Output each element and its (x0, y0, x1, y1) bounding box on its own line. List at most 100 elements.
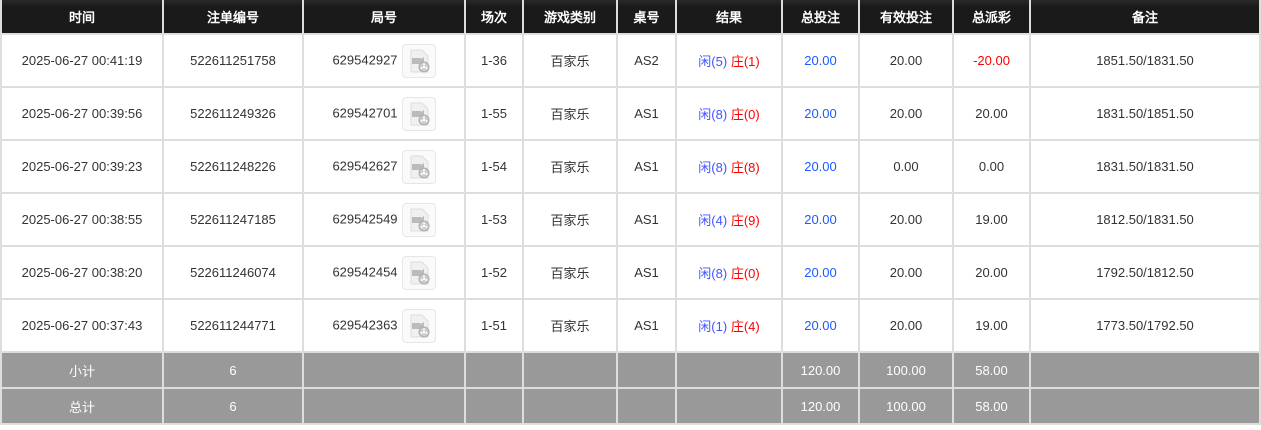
table-number: AS2 (616, 33, 677, 88)
column-header: 注单编号 (162, 0, 304, 35)
total-count: 6 (162, 387, 304, 425)
table-number: AS1 (616, 192, 677, 247)
player-result: 闲(8) (698, 160, 728, 175)
note: 1812.50/1831.50 (1029, 192, 1261, 247)
bet-id: 522611248226 (162, 139, 304, 194)
player-result: 闲(8) (698, 266, 728, 281)
banker-result: 庄(0) (730, 107, 760, 122)
total-bet: 20.00 (781, 139, 860, 194)
result: 闲(8) 庄(8) (675, 139, 783, 194)
subtotal-count: 6 (162, 351, 304, 389)
table-number: AS1 (616, 298, 677, 353)
bet-id: 522611246074 (162, 245, 304, 300)
column-header: 局号 (302, 0, 466, 35)
player-result: 闲(5) (698, 54, 728, 69)
column-header: 结果 (675, 0, 783, 35)
round-number: 629542363 (332, 316, 398, 332)
note: 1851.50/1831.50 (1029, 33, 1261, 88)
payout: 19.00 (952, 298, 1031, 353)
valid-bet: 20.00 (858, 86, 954, 141)
video-replay-icon[interactable] (401, 149, 436, 184)
round-cell: 629542701 (302, 86, 466, 141)
subtotal-valid-bet: 100.00 (858, 351, 954, 389)
game-type: 百家乐 (522, 86, 618, 141)
banker-result: 庄(8) (730, 160, 760, 175)
game-type: 百家乐 (522, 245, 618, 300)
result: 闲(1) 庄(4) (675, 298, 783, 353)
total-row: 总计 6 120.00 100.00 58.00 (0, 387, 1261, 425)
total-bet: 20.00 (781, 298, 860, 353)
valid-bet: 20.00 (858, 298, 954, 353)
payout: -20.00 (952, 33, 1031, 88)
time: 2025-06-27 00:39:23 (0, 139, 164, 194)
column-header: 总派彩 (952, 0, 1031, 35)
table-row: 2025-06-27 00:38:20 522611246074 6295424… (0, 245, 1261, 300)
round-number: 629542454 (332, 263, 398, 279)
column-header: 时间 (0, 0, 164, 35)
round-cell: 629542363 (302, 298, 466, 353)
table-row: 2025-06-27 00:41:19 522611251758 6295429… (0, 33, 1261, 88)
video-replay-icon[interactable] (401, 308, 436, 343)
banker-result: 庄(1) (730, 54, 760, 69)
subtotal-payout: 58.00 (952, 351, 1031, 389)
table-row: 2025-06-27 00:39:56 522611249326 6295427… (0, 86, 1261, 141)
payout: 20.00 (952, 86, 1031, 141)
total-payout: 58.00 (952, 387, 1031, 425)
video-replay-icon[interactable] (401, 96, 436, 131)
session: 1-54 (464, 139, 524, 194)
valid-bet: 0.00 (858, 139, 954, 194)
video-replay-icon[interactable] (401, 202, 436, 237)
video-replay-icon[interactable] (401, 43, 436, 78)
payout: 20.00 (952, 245, 1031, 300)
table-row: 2025-06-27 00:39:23 522611248226 6295426… (0, 139, 1261, 194)
time: 2025-06-27 00:38:55 (0, 192, 164, 247)
player-result: 闲(8) (698, 107, 728, 122)
note: 1792.50/1812.50 (1029, 245, 1261, 300)
game-type: 百家乐 (522, 33, 618, 88)
column-header: 总投注 (781, 0, 860, 35)
session: 1-52 (464, 245, 524, 300)
column-header: 备注 (1029, 0, 1261, 35)
banker-result: 庄(9) (730, 213, 760, 228)
table-number: AS1 (616, 139, 677, 194)
time: 2025-06-27 00:37:43 (0, 298, 164, 353)
result: 闲(4) 庄(9) (675, 192, 783, 247)
total-valid-bet: 100.00 (858, 387, 954, 425)
subtotal-row: 小计 6 120.00 100.00 58.00 (0, 351, 1261, 389)
column-header: 有效投注 (858, 0, 954, 35)
session: 1-36 (464, 33, 524, 88)
valid-bet: 20.00 (858, 245, 954, 300)
round-number: 629542927 (332, 51, 398, 67)
bet-id: 522611244771 (162, 298, 304, 353)
time: 2025-06-27 00:39:56 (0, 86, 164, 141)
note: 1831.50/1831.50 (1029, 139, 1261, 194)
round-number: 629542627 (332, 157, 398, 173)
game-type: 百家乐 (522, 192, 618, 247)
total-bet: 20.00 (781, 245, 860, 300)
banker-result: 庄(4) (730, 319, 760, 334)
total-bet: 20.00 (781, 86, 860, 141)
video-replay-icon[interactable] (401, 255, 436, 290)
bet-id: 522611251758 (162, 33, 304, 88)
column-header: 场次 (464, 0, 524, 35)
result: 闲(5) 庄(1) (675, 33, 783, 88)
payout: 19.00 (952, 192, 1031, 247)
session: 1-55 (464, 86, 524, 141)
game-type: 百家乐 (522, 139, 618, 194)
player-result: 闲(4) (698, 213, 728, 228)
bet-id: 522611249326 (162, 86, 304, 141)
banker-result: 庄(0) (730, 266, 760, 281)
column-header: 游戏类别 (522, 0, 618, 35)
round-cell: 629542627 (302, 139, 466, 194)
total-label: 总计 (0, 387, 164, 425)
result: 闲(8) 庄(0) (675, 86, 783, 141)
table-row: 2025-06-27 00:37:43 522611244771 6295423… (0, 298, 1261, 353)
session: 1-51 (464, 298, 524, 353)
total-bet: 20.00 (781, 33, 860, 88)
round-cell: 629542927 (302, 33, 466, 88)
table-row: 2025-06-27 00:38:55 522611247185 6295425… (0, 192, 1261, 247)
round-cell: 629542549 (302, 192, 466, 247)
time: 2025-06-27 00:38:20 (0, 245, 164, 300)
round-number: 629542701 (332, 104, 398, 120)
